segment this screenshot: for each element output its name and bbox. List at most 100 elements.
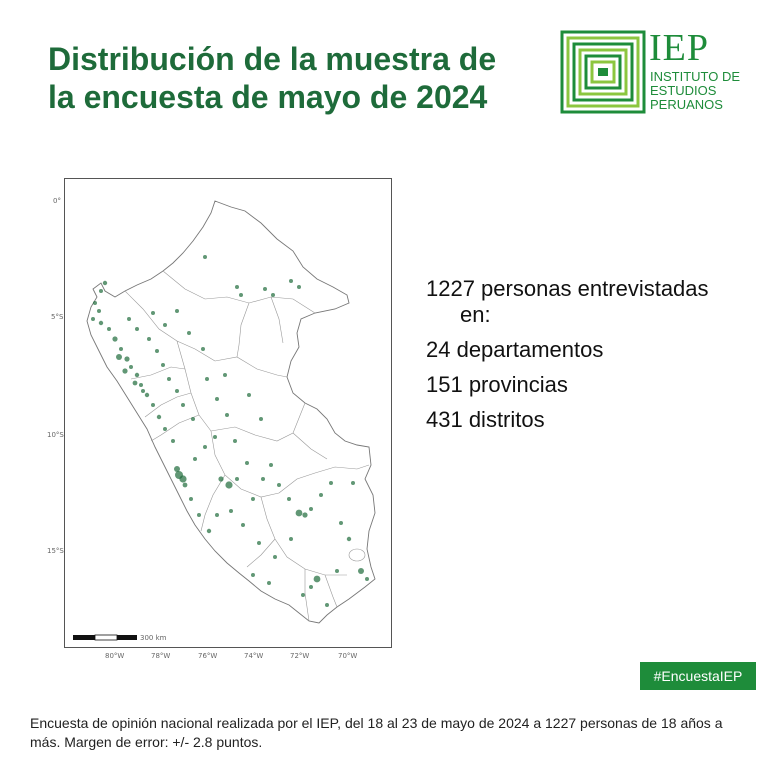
sample-point <box>271 293 275 297</box>
lat-label-5s: 5°S <box>51 313 64 321</box>
sample-point <box>245 461 249 465</box>
logo-subtitle-line-3: PERUANOS <box>650 97 723 112</box>
department-boundaries <box>124 270 370 622</box>
sample-point <box>163 427 167 431</box>
sample-point <box>99 289 103 293</box>
lon-label-74w: 74°W <box>244 652 264 660</box>
sample-point <box>156 414 162 420</box>
sample-point <box>223 373 227 377</box>
sample-point <box>147 337 151 341</box>
sample-point <box>309 507 313 511</box>
iep-logo-icon <box>560 30 646 114</box>
stat-interviewed: 1227 personas entrevistadas en: <box>426 276 756 328</box>
sample-point <box>251 497 255 501</box>
sample-point <box>251 573 255 577</box>
iep-logo: IEP INSTITUTO DE ESTUDIOS PERUANOS <box>560 27 750 116</box>
sample-point <box>179 475 187 483</box>
sample-point <box>301 593 305 597</box>
peru-map <box>73 200 376 641</box>
sample-point <box>358 568 364 574</box>
sample-point <box>365 577 369 581</box>
sample-point <box>141 389 145 393</box>
lat-label-0: 0° <box>53 197 61 205</box>
sample-point <box>215 397 219 401</box>
sample-point <box>119 347 123 351</box>
sample-point <box>269 463 273 467</box>
sample-point <box>225 481 233 489</box>
sample-point <box>161 363 165 367</box>
sample-point <box>297 285 301 289</box>
sample-point <box>309 585 313 589</box>
lon-label-78w: 78°W <box>151 652 171 660</box>
sample-point <box>167 377 171 381</box>
lon-label-80w: 80°W <box>105 652 125 660</box>
peru-outline <box>86 200 376 624</box>
sample-point <box>129 365 133 369</box>
sample-point <box>277 483 281 487</box>
sample-point <box>319 493 323 497</box>
sample-point <box>163 323 167 327</box>
sample-point <box>289 279 293 283</box>
sample-point <box>295 509 303 517</box>
sample-point <box>132 380 138 386</box>
sample-point <box>93 301 97 305</box>
sample-point <box>215 513 219 517</box>
sample-point <box>229 509 233 513</box>
sample-point <box>189 497 193 501</box>
sample-point <box>201 347 205 351</box>
lat-label-10s: 10°S <box>47 431 64 439</box>
logo-name: IEP <box>649 27 709 69</box>
sample-point <box>335 569 339 573</box>
sample-point <box>225 413 229 417</box>
sample-point <box>287 497 291 501</box>
footer-note: Encuesta de opinión nacional realizada p… <box>30 715 723 750</box>
sample-point <box>144 392 150 398</box>
sample-point <box>235 285 239 289</box>
sample-points <box>91 255 369 607</box>
sample-point <box>267 581 271 585</box>
sample-point <box>235 477 239 481</box>
title-line-2: la encuesta de mayo de 2024 <box>48 79 488 115</box>
sample-point <box>302 512 308 518</box>
sample-point <box>122 368 128 374</box>
sample-point <box>107 327 111 331</box>
sample-point <box>213 435 217 439</box>
map-panel: 0° 5°S 10°S 15°S 300 km <box>47 178 392 648</box>
sample-point <box>102 280 108 286</box>
page-title: Distribución de la muestra de la encuest… <box>48 40 528 116</box>
sample-point <box>171 439 175 443</box>
sample-point <box>339 521 343 525</box>
sample-point <box>175 389 179 393</box>
sample-point <box>259 417 263 421</box>
sample-point <box>174 466 180 472</box>
stat-distritos: 431 distritos <box>426 407 545 432</box>
hashtag-badge: #EncuestaIEP <box>640 662 756 690</box>
sample-point <box>325 603 329 607</box>
logo-subtitle-line-2: ESTUDIOS <box>650 83 717 98</box>
sample-point <box>124 356 130 362</box>
sample-point <box>247 393 251 397</box>
sample-point <box>206 528 212 534</box>
sample-point <box>203 255 207 259</box>
sample-point <box>175 309 179 313</box>
sample-point <box>205 377 209 381</box>
sample-point <box>135 327 139 331</box>
stat-interviewed-text: 1227 personas entrevistadas <box>426 276 709 301</box>
sample-point <box>151 403 155 407</box>
sample-stats: 1227 personas entrevistadas en: 24 depar… <box>426 276 756 442</box>
sample-point <box>151 311 155 315</box>
lake-titicaca <box>348 548 366 562</box>
sample-point <box>91 317 95 321</box>
sample-point <box>346 536 352 542</box>
logo-subtitle-line-1: INSTITUTO DE <box>650 69 741 84</box>
stat-departamentos: 24 departamentos <box>426 337 604 362</box>
sample-point <box>233 439 237 443</box>
sample-point <box>116 354 122 360</box>
sample-point <box>181 403 185 407</box>
logo-subtitle: INSTITUTO DE ESTUDIOS PERUANOS <box>650 70 740 112</box>
sample-point <box>239 293 243 297</box>
lat-label-15s: 15°S <box>47 547 64 555</box>
sample-point <box>313 575 321 583</box>
sample-point <box>127 317 131 321</box>
sample-point <box>98 320 104 326</box>
